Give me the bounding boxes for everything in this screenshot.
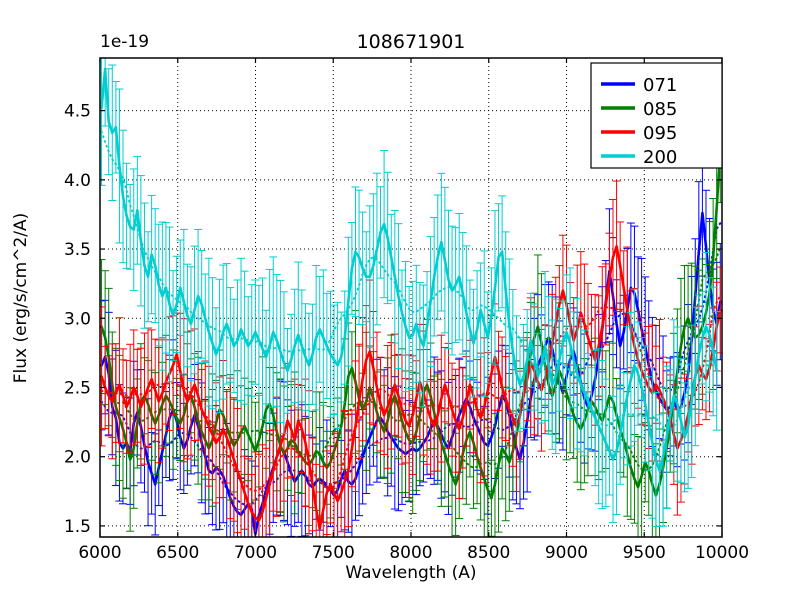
x-tick-label: 8500	[467, 543, 510, 563]
spectrum-line-200	[100, 67, 719, 472]
smoothed-overlay-200	[100, 130, 718, 432]
y-tick-label: 3.0	[64, 309, 91, 329]
y-tick-label: 4.0	[64, 171, 91, 191]
y-tick-label: 3.5	[64, 240, 91, 260]
legend-box	[590, 62, 723, 169]
y-tick-label: 2.0	[64, 448, 91, 468]
x-tick-label: 7500	[312, 543, 355, 563]
x-axis-label: Wavelength (A)	[345, 563, 476, 583]
plot-title: 108671901	[357, 31, 466, 53]
data-series-layer	[100, 58, 722, 537]
x-tick-label: 6500	[156, 543, 199, 563]
legend-label-085[interactable]: 085	[643, 99, 677, 120]
series-200	[100, 58, 721, 527]
legend[interactable]: 071 085 095 200	[590, 62, 723, 169]
legend-label-200[interactable]: 200	[643, 147, 677, 168]
axis-ticks	[99, 58, 723, 537]
smoothed-overlay-095	[100, 294, 722, 492]
y-axis-label: Flux (erg/s/cm^2/A)	[11, 213, 31, 384]
x-tick-label: 6000	[78, 543, 121, 563]
x-tick-label: 8000	[389, 543, 432, 563]
spectrum-line-071	[100, 211, 722, 536]
spectrum-line-095	[100, 244, 722, 530]
x-tick-label: 7000	[234, 543, 277, 563]
x-tick-label: 9500	[623, 543, 666, 563]
legend-label-095[interactable]: 095	[643, 123, 677, 144]
smoothed-overlay-085	[100, 246, 722, 472]
y-tick-label: 1.5	[64, 517, 91, 537]
y-tick-label: 2.5	[64, 378, 91, 398]
x-tick-label: 9000	[545, 543, 588, 563]
spectrum-line-085	[100, 150, 722, 500]
legend-label-071[interactable]: 071	[643, 75, 677, 96]
x-tick-label: 10000	[695, 543, 749, 563]
axis-tick-labels: 6000 6500 7000 7500 8000 8500 9000 9500 10000 1.5…	[64, 102, 749, 563]
y-axis-offset-label: 1e-19	[100, 32, 149, 52]
y-tick-label: 4.5	[64, 102, 91, 122]
